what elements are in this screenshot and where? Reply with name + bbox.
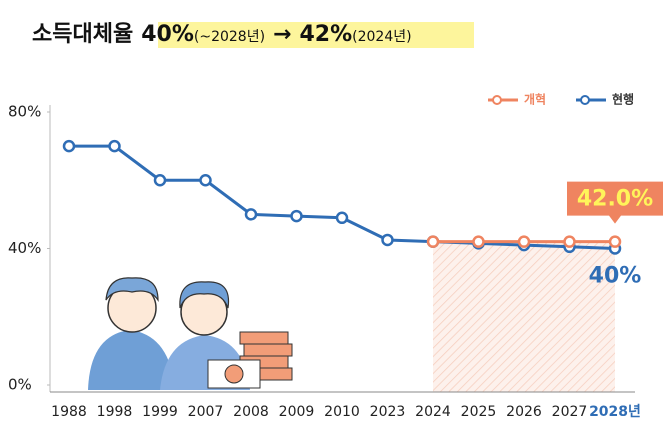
legend-marker (580, 95, 590, 105)
point (199, 174, 212, 187)
point (153, 174, 167, 187)
point (108, 139, 121, 153)
title-text: 40% (141, 22, 194, 47)
x-tick-label: 1998 (97, 404, 133, 420)
x-tick-label: 2025 (461, 404, 497, 420)
x-tick-label: 2008 (233, 404, 269, 420)
x-tick-label: 2010 (324, 404, 360, 420)
x-tick-label: 2023 (370, 404, 406, 420)
point (472, 235, 485, 248)
x-tick-label: 2024 (415, 404, 451, 420)
point (563, 235, 576, 248)
point (62, 139, 76, 153)
y-tick-label: 80% (8, 103, 41, 121)
series-line (69, 144, 616, 250)
x-tick-label: 2026 (506, 404, 542, 420)
illustration (88, 277, 293, 390)
point (290, 209, 303, 223)
y-tick-label: 0% (8, 376, 32, 394)
x-tick-label: 2028년 (589, 404, 641, 420)
point (244, 208, 258, 221)
chart-title: 소득대체율 40% (~2028년) → 42% (2024년) (32, 16, 412, 52)
point (608, 235, 622, 248)
point (381, 233, 394, 247)
title-text: (~2028년) (193, 29, 266, 45)
title-highlight (158, 22, 474, 48)
data-label: 40% (589, 264, 642, 289)
point (426, 235, 440, 248)
title-text: 소득대체율 (32, 22, 134, 47)
x-tick-label: 2027 (552, 404, 588, 420)
title-text: → (273, 22, 292, 47)
title-text: (2024년) (352, 29, 412, 45)
x-tick-label: 2009 (279, 404, 315, 420)
reform-region (433, 241, 615, 392)
point (517, 235, 531, 248)
x-tick-label: 1999 (142, 404, 178, 420)
point (335, 211, 349, 225)
data-label: 42.0% (577, 187, 653, 212)
x-tick-label: 2007 (188, 404, 224, 420)
title-text: 42% (299, 22, 353, 47)
legend-label: 현행 (612, 92, 634, 107)
x-tick-label: 1988 (51, 404, 87, 420)
legend-label: 개혁 (524, 92, 546, 107)
y-tick-label: 40% (8, 239, 41, 257)
callout (567, 181, 663, 224)
legend-marker (492, 95, 502, 105)
